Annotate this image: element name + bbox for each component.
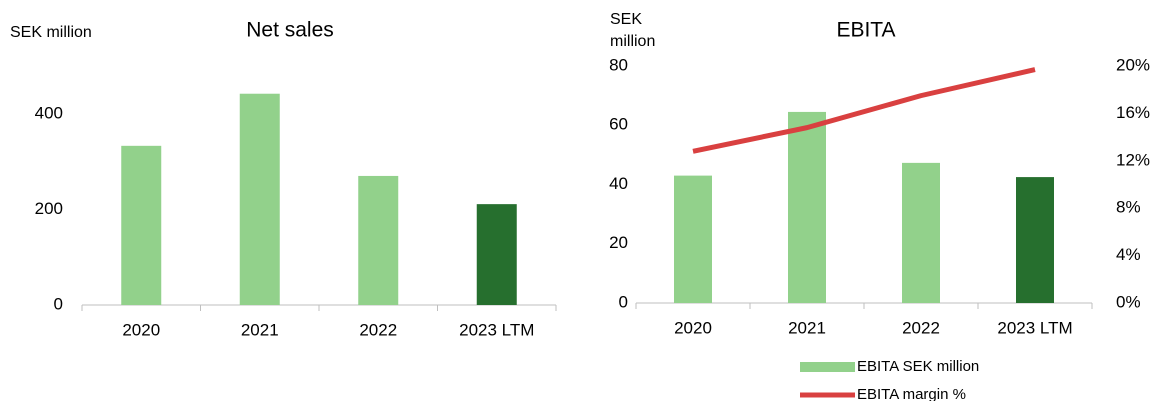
y-axis-label: SEK million: [10, 24, 92, 41]
y2-tick-label: 4%: [1116, 245, 1141, 264]
bar: [1016, 177, 1054, 303]
chart-title: Net sales: [246, 19, 334, 42]
x-tick-label: 2021: [241, 320, 279, 339]
y-tick-label: 200: [35, 199, 63, 218]
bar: [674, 175, 712, 303]
legend-label: EBITA margin %: [857, 386, 966, 401]
x-tick-label: 2021: [788, 318, 826, 337]
x-tick-label: 2023 LTM: [459, 320, 534, 339]
y2-tick-label: 16%: [1116, 103, 1150, 122]
line: [692, 67, 1036, 154]
y2-tick-label: 0%: [1116, 292, 1141, 311]
bar: [358, 175, 399, 305]
bar: [239, 93, 280, 305]
y2-tick-label: 12%: [1116, 150, 1150, 169]
x-tick-label: 2020: [674, 318, 712, 337]
bar: [788, 111, 826, 303]
chart-title: EBITA: [836, 19, 895, 42]
bar: [121, 145, 162, 305]
y-tick-label: 40: [609, 174, 628, 193]
y-axis-label: SEK million: [610, 11, 656, 50]
y-tick-label: 60: [609, 115, 628, 134]
bar: [476, 204, 517, 305]
bar: [902, 162, 940, 303]
y-tick-label: 20: [609, 233, 628, 252]
legend-swatch: [800, 362, 855, 372]
x-tick-label: 2022: [359, 320, 397, 339]
y-tick-label: 80: [609, 55, 628, 74]
x-tick-label: 2022: [902, 318, 940, 337]
y-tick-label: 400: [35, 103, 63, 122]
x-tick-label: 2023 LTM: [997, 318, 1072, 337]
x-tick-label: 2020: [122, 320, 160, 339]
y-tick-label: 0: [619, 292, 628, 311]
y2-tick-label: 8%: [1116, 198, 1141, 217]
legend-label: EBITA SEK million: [857, 358, 979, 375]
y2-tick-label: 20%: [1116, 55, 1150, 74]
y-tick-label: 0: [54, 294, 63, 313]
